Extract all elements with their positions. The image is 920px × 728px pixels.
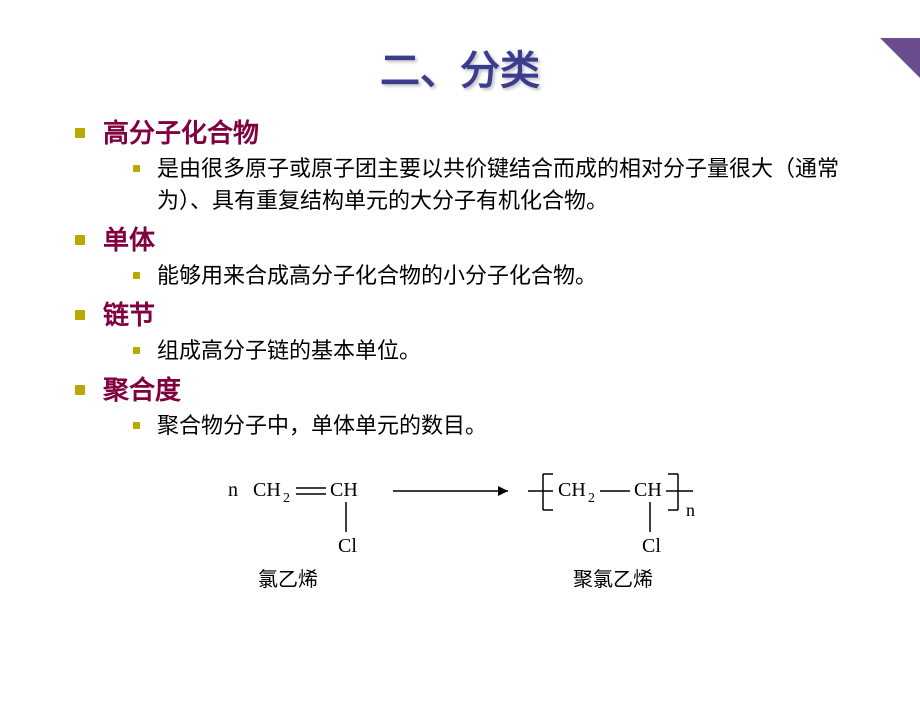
sub-list-item: 聚合物分子中，单体单元的数目。: [133, 410, 880, 442]
sub-list: 聚合物分子中，单体单元的数目。: [133, 410, 880, 442]
monomer-coeff: n: [228, 479, 238, 501]
definition-text: 组成高分子链的基本单位。: [157, 335, 880, 367]
sub-list-item: 组成高分子链的基本单位。: [133, 335, 880, 367]
sub-list-item: 是由很多原子或原子团主要以共价键结合而成的相对分子量很大（通常为）、具有重复结构…: [133, 153, 880, 217]
polymer-right: CH: [634, 479, 662, 501]
monomer-label: 氯乙烯: [258, 568, 318, 591]
terms-list: 高分子化合物 是由很多原子或原子团主要以共价键结合而成的相对分子量很大（通常为）…: [75, 114, 880, 441]
term-label: 高分子化合物: [103, 114, 880, 153]
monomer-left-sub: 2: [283, 491, 290, 506]
term-label: 聚合度: [103, 371, 880, 410]
sub-list: 能够用来合成高分子化合物的小分子化合物。: [133, 260, 880, 292]
monomer-left: CH: [253, 479, 281, 501]
corner-accent: [880, 38, 920, 78]
sub-list: 是由很多原子或原子团主要以共价键结合而成的相对分子量很大（通常为）、具有重复结构…: [133, 153, 880, 217]
definition-text: 能够用来合成高分子化合物的小分子化合物。: [157, 260, 880, 292]
list-item: 聚合度 聚合物分子中，单体单元的数目。: [75, 371, 880, 442]
list-item: 高分子化合物 是由很多原子或原子团主要以共价键结合而成的相对分子量很大（通常为）…: [75, 114, 880, 217]
polymerization-svg: n CH 2 CH Cl 氯乙烯 CH 2 CH: [198, 466, 758, 616]
chemical-diagram: n CH 2 CH Cl 氯乙烯 CH 2 CH: [75, 466, 880, 621]
list-item: 链节 组成高分子链的基本单位。: [75, 296, 880, 367]
polymer-label: 聚氯乙烯: [573, 568, 653, 591]
term-label: 单体: [103, 221, 880, 260]
sub-list-item: 能够用来合成高分子化合物的小分子化合物。: [133, 260, 880, 292]
definition-text: 聚合物分子中，单体单元的数目。: [157, 410, 880, 442]
monomer-cl: Cl: [338, 535, 357, 557]
list-item: 单体 能够用来合成高分子化合物的小分子化合物。: [75, 221, 880, 292]
definition-text: 是由很多原子或原子团主要以共价键结合而成的相对分子量很大（通常为）、具有重复结构…: [157, 153, 880, 217]
slide-title: 二、分类: [0, 38, 920, 96]
monomer-right: CH: [330, 479, 358, 501]
term-label: 链节: [103, 296, 880, 335]
reaction-arrow-head: [498, 486, 508, 496]
polymer-left-sub: 2: [588, 491, 595, 506]
sub-list: 组成高分子链的基本单位。: [133, 335, 880, 367]
polymer-n: n: [686, 500, 695, 520]
polymer-cl: Cl: [642, 535, 661, 557]
content-area: 高分子化合物 是由很多原子或原子团主要以共价键结合而成的相对分子量很大（通常为）…: [0, 114, 920, 621]
polymer-left: CH: [558, 479, 586, 501]
